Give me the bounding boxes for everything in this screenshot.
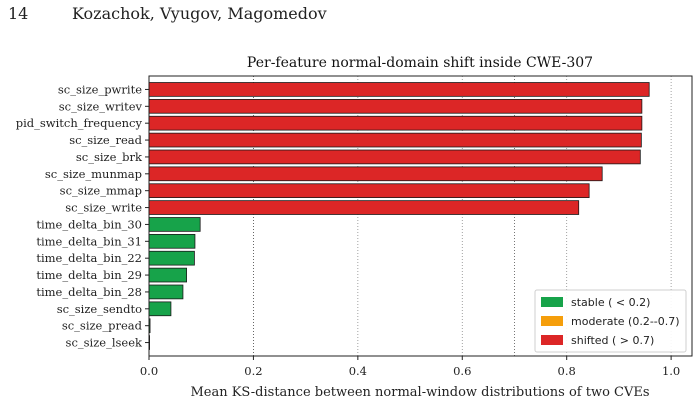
- chart-title: Per-feature normal-domain shift inside C…: [247, 55, 593, 71]
- x-axis-label: Mean KS-distance between normal-window d…: [190, 385, 649, 400]
- y-tick-label: sc_size_write: [65, 201, 142, 215]
- legend-swatch-stable: [541, 297, 563, 307]
- legend-swatch-shifted: [541, 335, 563, 345]
- y-tick-label: time_delta_bin_30: [36, 217, 142, 231]
- bar-sc_size_write: [148, 200, 580, 215]
- bar-sc_size_brk: [148, 149, 641, 165]
- y-tick-label: sc_size_sendto: [57, 302, 142, 316]
- bar-sc_size_munmap: [148, 166, 603, 182]
- x-tick-label: 0.2: [244, 364, 262, 378]
- y-tick-label: sc_size_pwrite: [58, 82, 142, 96]
- bar-sc_size_read: [148, 132, 642, 148]
- x-tick-label: 0.0: [140, 364, 158, 378]
- bar-time_delta_bin_29: [148, 267, 187, 283]
- bar-time_delta_bin_22: [148, 250, 195, 266]
- x-tick-label: 1.0: [662, 364, 680, 378]
- running-authors: Kozachok, Vyugov, Magomedov: [72, 4, 327, 23]
- y-tick-label: sc_size_lseek: [66, 336, 143, 350]
- y-tick-label: sc_size_munmap: [45, 167, 142, 181]
- y-tick-label: sc_size_brk: [76, 150, 143, 164]
- y-tick-labels: sc_size_pwrite sc_size_writev pid_switch_f…: [16, 82, 149, 350]
- plot-frame: [148, 75, 693, 357]
- x-tick-label: 0.8: [558, 364, 576, 378]
- y-tick-label: time_delta_bin_28: [36, 285, 142, 299]
- y-tick-label: sc_size_read: [69, 133, 142, 147]
- x-tick-label: 0.6: [453, 364, 471, 378]
- bar-time_delta_bin_28: [148, 284, 184, 300]
- y-tick-label: time_delta_bin_31: [36, 234, 142, 248]
- legend: stable ( < 0.2) moderate (0.2--0.7) shifte…: [534, 289, 687, 353]
- bar-pid_switch_frequency: [148, 115, 643, 131]
- bar-sc_size_mmap: [148, 183, 590, 199]
- legend-label-shifted: shifted ( > 0.7): [571, 334, 654, 347]
- bars: [148, 82, 650, 350]
- y-tick-label: pid_switch_frequency: [16, 116, 143, 130]
- legend-label-moderate: moderate (0.2--0.7): [571, 315, 680, 328]
- y-tick-label: sc_size_writev: [59, 99, 143, 113]
- legend-label-stable: stable ( < 0.2): [571, 296, 650, 309]
- x-tick-labels: 0.0 0.2 0.4 0.6 0.8 1.0: [140, 356, 680, 378]
- legend-box: [534, 289, 687, 353]
- bar-sc_size_writev: [148, 98, 643, 114]
- page-header: 14 Kozachok, Vyugov, Magomedov: [0, 0, 699, 30]
- y-tick-label: sc_size_pread: [62, 319, 143, 333]
- legend-swatch-moderate: [541, 316, 563, 326]
- bar-sc_size_pwrite: [148, 82, 650, 97]
- page-number: 14: [8, 4, 29, 23]
- bar-sc_size_sendto: [148, 301, 172, 317]
- y-tick-label: time_delta_bin_22: [36, 251, 142, 265]
- x-tick-label: 0.4: [349, 364, 367, 378]
- y-tick-label: time_delta_bin_29: [36, 268, 142, 282]
- bar-time_delta_bin_30: [148, 217, 201, 232]
- bar-time_delta_bin_31: [148, 233, 196, 249]
- y-tick-label: sc_size_mmap: [60, 184, 142, 198]
